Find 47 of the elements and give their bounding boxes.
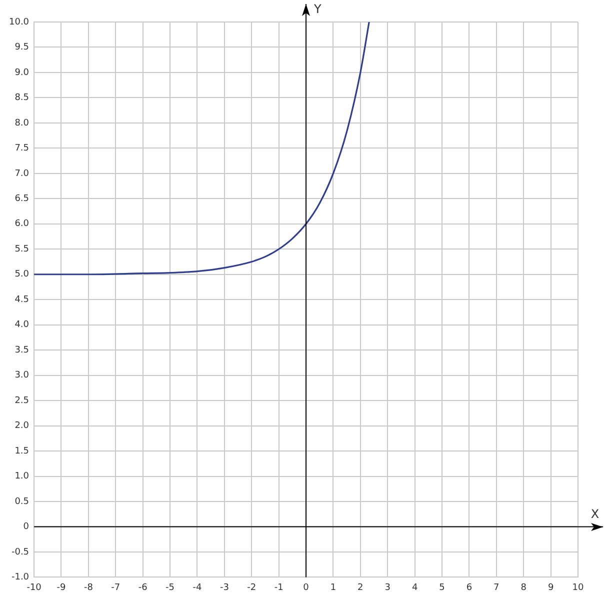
y-tick-label: 10.0 [8, 17, 30, 28]
x-tick-label: -5 [166, 582, 175, 593]
y-tick-label: 4.5 [14, 294, 30, 305]
x-tick-label: 2 [358, 582, 364, 593]
x-tick-label: -8 [84, 582, 94, 593]
x-tick-label: 5 [439, 582, 445, 593]
y-tick-label: -1.0 [11, 572, 30, 583]
y-tick-label: 5.0 [14, 270, 30, 280]
x-tick-label: -7 [111, 582, 120, 593]
y-tick-label: 1.0 [14, 472, 30, 482]
x-tick-label: -2 [247, 582, 256, 593]
x-tick-label: 6 [466, 582, 472, 593]
y-tick-label: 4.0 [14, 320, 30, 330]
x-tick-label: -1 [274, 582, 284, 593]
y-tick-label: 8.0 [14, 118, 30, 128]
y-tick-label: 7.0 [14, 168, 30, 179]
y-tick-label: 0 [23, 522, 30, 532]
y-tick-label: 3.5 [14, 345, 30, 356]
y-tick-label: 5.5 [14, 244, 30, 254]
y-tick-label: 7.5 [14, 144, 30, 154]
y-tick-label: 6.0 [14, 219, 30, 230]
x-tick-label: 0 [303, 582, 310, 593]
x-tick-label: 4 [412, 582, 418, 593]
x-tick-label: -9 [56, 582, 66, 593]
x-tick-label: 10 [572, 582, 584, 593]
x-tick-label: 7 [494, 582, 500, 593]
y-tick-label: 6.5 [14, 194, 30, 204]
x-tick-label: 3 [384, 582, 390, 593]
x-tick-label: -6 [138, 582, 148, 593]
line-series [34, 22, 370, 276]
y-tick-label: 0.5 [14, 496, 30, 507]
x-tick-label: -10 [26, 582, 42, 593]
y-tick-label: 9.0 [14, 68, 30, 78]
x-tick-label: 8 [520, 582, 527, 593]
y-tick-label: 3.0 [14, 370, 30, 381]
x-tick-label: -4 [192, 582, 202, 593]
y-tick-label: 2.0 [14, 421, 30, 432]
y-tick-label: 9.5 [14, 42, 30, 53]
y-tick-label: 2.5 [14, 396, 30, 406]
x-tick-label: 1 [330, 582, 336, 593]
y-tick-label: 1.5 [14, 446, 30, 456]
y-tick-label: -0.5 [11, 547, 30, 558]
x-tick-label: 9 [548, 582, 554, 593]
y-tick-label: 8.5 [14, 93, 30, 104]
x-tick-label: -3 [220, 582, 229, 593]
x-axis-title: X [590, 506, 600, 521]
y-axis-title: Y [313, 2, 322, 16]
